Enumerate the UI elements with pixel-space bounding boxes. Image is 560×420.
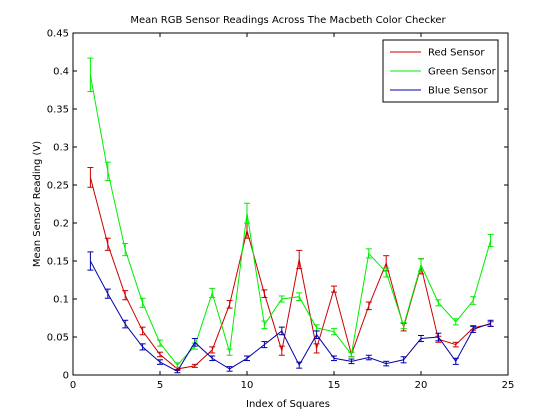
x-tick-label: 25 <box>502 380 515 391</box>
y-tick-label: 0.15 <box>47 257 69 268</box>
chart-title: Mean RGB Sensor Readings Across The Macb… <box>130 15 446 26</box>
y-tick-label: 0.25 <box>47 181 69 192</box>
x-tick-label: 20 <box>415 380 428 391</box>
y-tick-label: 0.45 <box>47 29 69 40</box>
series-green-sensor <box>87 57 494 368</box>
legend-label: Red Sensor <box>428 48 485 59</box>
y-tick-label: 0 <box>63 371 69 382</box>
y-tick-label: 0.4 <box>53 67 69 78</box>
y-tick-label: 0.35 <box>47 105 69 116</box>
series-blue-sensor <box>87 251 494 374</box>
legend-label: Blue Sensor <box>428 86 488 97</box>
legend-label: Green Sensor <box>428 67 497 78</box>
y-axis-label: Mean Sensor Reading (V) <box>32 141 43 267</box>
x-tick-label: 15 <box>328 380 341 391</box>
y-tick-label: 0.1 <box>53 295 69 306</box>
y-tick-label: 0.3 <box>53 143 69 154</box>
y-tick-label: 0.05 <box>47 333 69 344</box>
x-tick-label: 0 <box>70 380 76 391</box>
legend: Red Sensor Green Sensor Blue Sensor <box>382 39 499 103</box>
x-tick-label: 5 <box>157 380 163 391</box>
x-tick-label: 10 <box>241 380 254 391</box>
x-axis-label: Index of Squares <box>246 399 330 410</box>
y-tick-label: 0.2 <box>53 219 69 230</box>
series-line <box>89 177 491 370</box>
